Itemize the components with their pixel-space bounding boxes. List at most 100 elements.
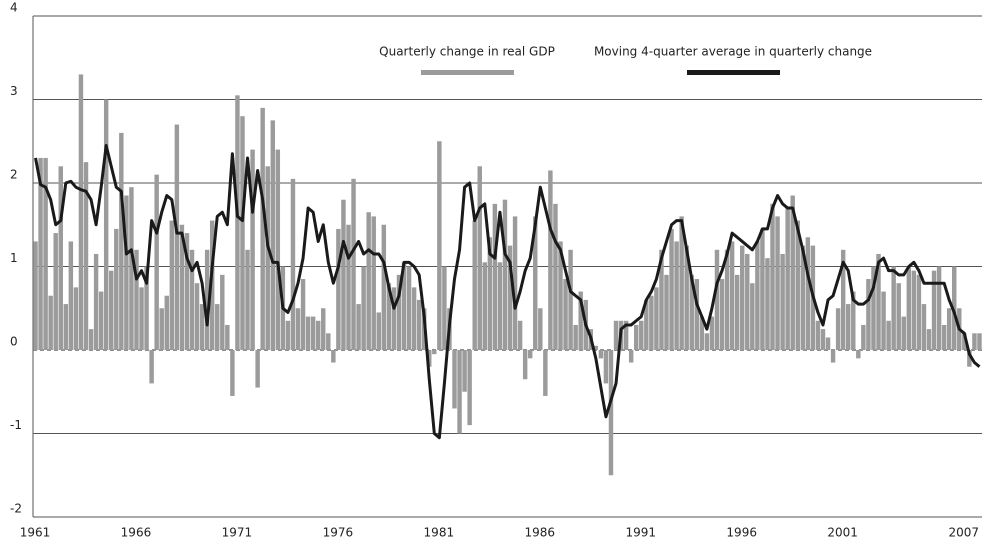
bar <box>633 324 639 350</box>
bar <box>765 258 770 350</box>
bar <box>497 262 503 350</box>
bar <box>946 308 952 350</box>
bar <box>815 320 821 350</box>
bar <box>432 350 437 355</box>
bar <box>260 107 265 350</box>
bar <box>755 241 760 350</box>
bar <box>684 245 689 350</box>
bar <box>184 233 190 350</box>
bar <box>154 174 159 350</box>
bar <box>376 312 381 350</box>
bar <box>967 350 972 367</box>
x-tick-label: 1961 <box>20 526 51 540</box>
bar <box>361 266 366 350</box>
legend-label: Quarterly change in real GDP <box>379 45 555 59</box>
bar <box>654 287 659 350</box>
bar <box>285 320 291 350</box>
bar <box>452 350 457 409</box>
bar <box>139 287 144 350</box>
bar <box>734 274 740 350</box>
bar <box>442 266 447 350</box>
bar <box>391 287 397 350</box>
bar <box>603 350 609 384</box>
bar <box>144 266 149 350</box>
bar <box>790 195 795 350</box>
bar <box>694 279 700 350</box>
bar <box>326 333 331 350</box>
bar <box>871 266 876 350</box>
bar <box>300 279 306 350</box>
bar <box>770 203 775 350</box>
bar <box>512 216 518 350</box>
bar <box>573 324 578 350</box>
bar <box>331 350 336 363</box>
bar <box>103 99 109 350</box>
bar <box>891 266 896 350</box>
legend-swatch <box>687 70 780 75</box>
bar <box>906 266 912 350</box>
bar <box>114 228 119 350</box>
bar <box>977 333 982 350</box>
bar <box>522 350 528 380</box>
bar <box>179 224 185 350</box>
bar <box>916 274 922 350</box>
bar <box>457 350 462 434</box>
bar <box>386 283 392 350</box>
bar <box>472 220 477 350</box>
bar <box>63 304 69 350</box>
bar <box>750 283 755 350</box>
bar <box>527 350 533 359</box>
bar <box>563 279 568 350</box>
bar <box>310 316 316 350</box>
bar <box>58 166 63 350</box>
bar <box>689 274 694 350</box>
bar <box>851 291 856 350</box>
bar <box>719 279 725 350</box>
bar <box>830 350 836 363</box>
bar <box>351 178 356 350</box>
bar <box>517 320 523 350</box>
bar <box>840 249 846 350</box>
bar <box>199 304 205 350</box>
bar <box>129 187 134 350</box>
bar <box>98 291 104 350</box>
bar <box>846 304 851 350</box>
bar <box>159 308 164 350</box>
bar <box>270 120 275 350</box>
bar <box>623 320 629 350</box>
bar <box>265 166 270 350</box>
bar <box>628 350 634 363</box>
bar <box>321 308 326 350</box>
bar <box>644 299 649 350</box>
bar <box>189 249 195 350</box>
x-tick-label: 1991 <box>625 526 656 540</box>
bar <box>936 266 942 350</box>
bar <box>598 350 604 359</box>
y-tick-label: 4 <box>10 1 18 15</box>
bar <box>33 241 38 350</box>
bar <box>538 308 543 350</box>
x-tick-label: 1981 <box>424 526 455 540</box>
bar <box>699 316 705 350</box>
bar <box>477 166 482 350</box>
bar <box>93 253 99 350</box>
bar <box>462 350 467 392</box>
bar <box>109 270 114 350</box>
bar <box>533 216 538 350</box>
bar <box>305 316 311 350</box>
bar <box>68 241 74 350</box>
line <box>34 143 981 440</box>
bar <box>664 274 669 350</box>
bar <box>356 304 361 350</box>
bar <box>760 228 765 350</box>
bar <box>881 291 886 350</box>
bar <box>416 299 422 350</box>
bar <box>245 249 250 350</box>
bar <box>169 220 175 350</box>
bar <box>861 324 866 350</box>
bar <box>941 324 947 350</box>
bar <box>911 270 917 350</box>
bar <box>921 304 927 350</box>
